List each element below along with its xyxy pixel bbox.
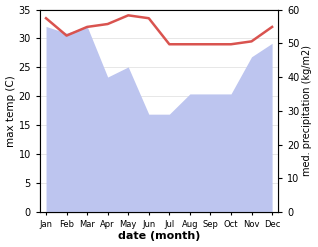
Y-axis label: med. precipitation (kg/m2): med. precipitation (kg/m2) — [302, 45, 313, 176]
X-axis label: date (month): date (month) — [118, 231, 200, 242]
Y-axis label: max temp (C): max temp (C) — [5, 75, 16, 147]
